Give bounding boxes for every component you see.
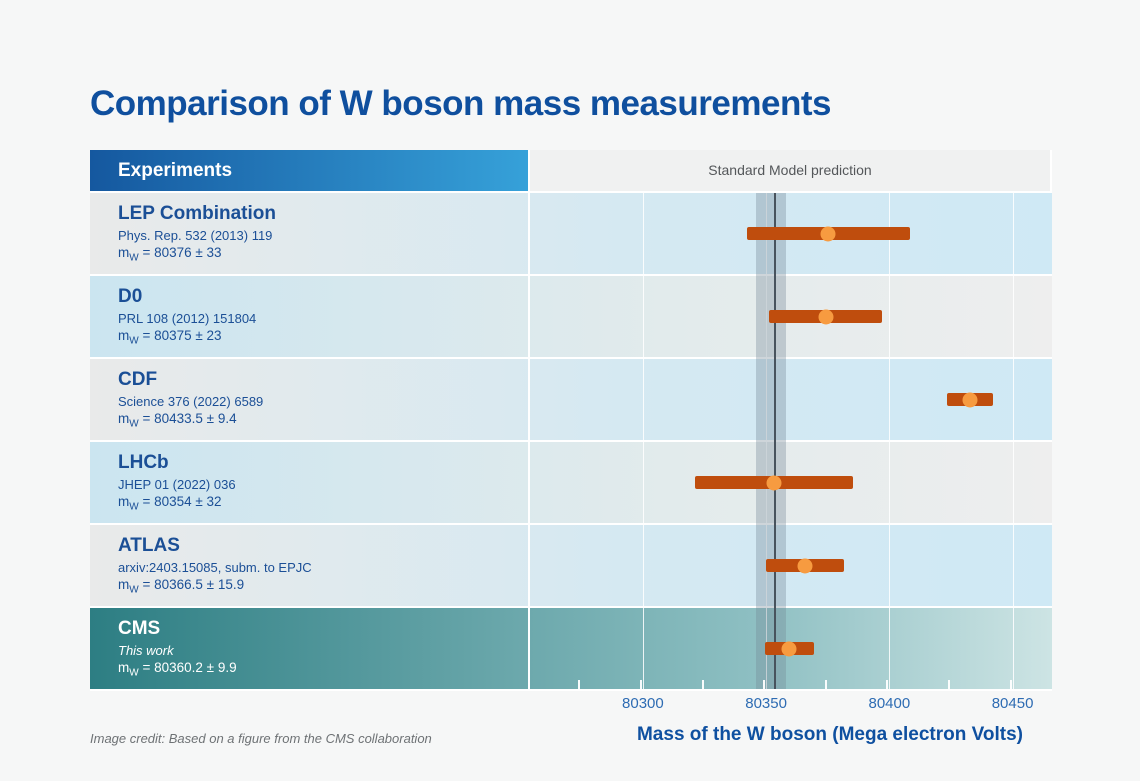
minor-tick: [824, 680, 827, 689]
experiment-name: D0: [118, 286, 143, 307]
x-tick-label: 80300: [622, 695, 664, 712]
plot-cell: [530, 525, 1050, 606]
minor-tick: [1009, 680, 1012, 689]
error-bar: [695, 475, 853, 490]
experiment-mass: mW = 80354 ± 32: [118, 493, 528, 516]
plot-cell: [530, 608, 1050, 689]
table-row: LEP Combination Phys. Rep. 532 (2013) 11…: [90, 193, 1052, 274]
experiment-label-atlas: ATLAS arxiv:2403.15085, subm. to EPJC mW…: [90, 525, 530, 606]
mass-value: = 80354 ± 32: [142, 494, 222, 509]
experiment-label-cdf: CDF Science 376 (2022) 6589 mW = 80433.5…: [90, 359, 530, 440]
error-bar: [946, 392, 994, 407]
data-point: [797, 558, 813, 573]
mass-subscript: W: [129, 252, 139, 264]
mass-subscript: W: [129, 584, 139, 596]
mass-value: = 80366.5 ± 15.9: [142, 577, 245, 592]
plot-cell: [530, 442, 1050, 523]
experiment-mass: mW = 80376 ± 33: [118, 244, 528, 267]
mass-symbol: m: [118, 577, 130, 592]
table-row: D0 PRL 108 (2012) 151804 mW = 80375 ± 23: [90, 276, 1052, 357]
experiment-reference: PRL 108 (2012) 151804: [118, 311, 257, 326]
experiment-name: LEP Combination: [118, 203, 276, 224]
experiment-mass: mW = 80433.5 ± 9.4: [118, 410, 528, 433]
mass-value: = 80433.5 ± 9.4: [142, 411, 237, 426]
page-title: Comparison of W boson mass measurements: [90, 84, 831, 123]
experiments-header: Experiments: [90, 150, 530, 191]
minor-tick: [578, 680, 581, 689]
table-row: LHCb JHEP 01 (2022) 036 mW = 80354 ± 32: [90, 442, 1052, 523]
mass-symbol: m: [118, 328, 130, 343]
experiment-reference: Science 376 (2022) 6589: [118, 394, 264, 409]
measurements-table: Experiments Standard Model prediction LE…: [90, 150, 1052, 691]
mass-value: = 80376 ± 33: [142, 245, 222, 260]
plot-cell: [530, 276, 1050, 357]
error-bar: [746, 226, 910, 241]
experiment-reference: arxiv:2403.15085, subm. to EPJC: [118, 560, 312, 575]
mass-symbol: m: [118, 660, 130, 675]
experiment-reference: JHEP 01 (2022) 036: [118, 477, 236, 492]
table-row-cms: CMS This work mW = 80360.2 ± 9.9: [90, 608, 1052, 689]
plot-cell: [530, 193, 1050, 274]
minor-tick: [763, 680, 766, 689]
error-bar: [764, 641, 814, 656]
minor-tick: [701, 680, 704, 689]
table-row: CDF Science 376 (2022) 6589 mW = 80433.5…: [90, 359, 1052, 440]
minor-tick: [886, 680, 889, 689]
experiment-reference: This work: [118, 643, 174, 658]
mass-symbol: m: [118, 245, 130, 260]
experiment-reference: Phys. Rep. 532 (2013) 119: [118, 228, 273, 243]
data-point: [818, 309, 834, 324]
x-axis-title: Mass of the W boson (Mega electron Volts…: [636, 724, 1023, 745]
experiment-mass: mW = 80375 ± 23: [118, 327, 528, 350]
plot-cell: [530, 359, 1050, 440]
minor-tick: [639, 680, 642, 689]
x-tick-label: 80350: [745, 695, 787, 712]
mass-value: = 80375 ± 23: [142, 328, 222, 343]
experiment-name: ATLAS: [118, 535, 180, 556]
x-axis: 80300 80350 80400 80450: [532, 695, 1052, 715]
data-point: [820, 226, 836, 241]
mass-subscript: W: [129, 667, 139, 679]
image-credit: Image credit: Based on a figure from the…: [90, 731, 432, 746]
sm-prediction-label: Standard Model prediction: [708, 162, 872, 178]
experiment-mass: mW = 80360.2 ± 9.9: [118, 659, 528, 682]
error-bar: [769, 309, 883, 324]
x-tick-label: 80400: [868, 695, 911, 712]
x-tick-label: 80450: [991, 695, 1034, 712]
table-header-row: Experiments Standard Model prediction: [90, 150, 1052, 191]
table-row: ATLAS arxiv:2403.15085, subm. to EPJC mW…: [90, 525, 1052, 606]
mass-subscript: W: [129, 501, 139, 513]
data-point: [781, 641, 797, 656]
experiment-label-cms: CMS This work mW = 80360.2 ± 9.9: [90, 608, 530, 689]
experiment-mass: mW = 80366.5 ± 15.9: [118, 576, 528, 599]
mass-subscript: W: [129, 335, 139, 347]
data-point: [766, 475, 782, 490]
experiment-name: LHCb: [118, 452, 169, 473]
mass-symbol: m: [118, 494, 130, 509]
mass-value: = 80360.2 ± 9.9: [142, 660, 237, 675]
experiment-name: CDF: [118, 369, 158, 390]
experiment-label-lhcb: LHCb JHEP 01 (2022) 036 mW = 80354 ± 32: [90, 442, 530, 523]
mass-subscript: W: [129, 418, 139, 430]
experiment-name: CMS: [118, 618, 161, 639]
experiment-label-d0: D0 PRL 108 (2012) 151804 mW = 80375 ± 23: [90, 276, 530, 357]
plot-header: Standard Model prediction: [530, 150, 1050, 191]
minor-tick: [947, 680, 950, 689]
experiment-label-lep: LEP Combination Phys. Rep. 532 (2013) 11…: [90, 193, 530, 274]
error-bar: [765, 558, 844, 573]
data-point: [962, 392, 978, 407]
mass-symbol: m: [118, 411, 130, 426]
